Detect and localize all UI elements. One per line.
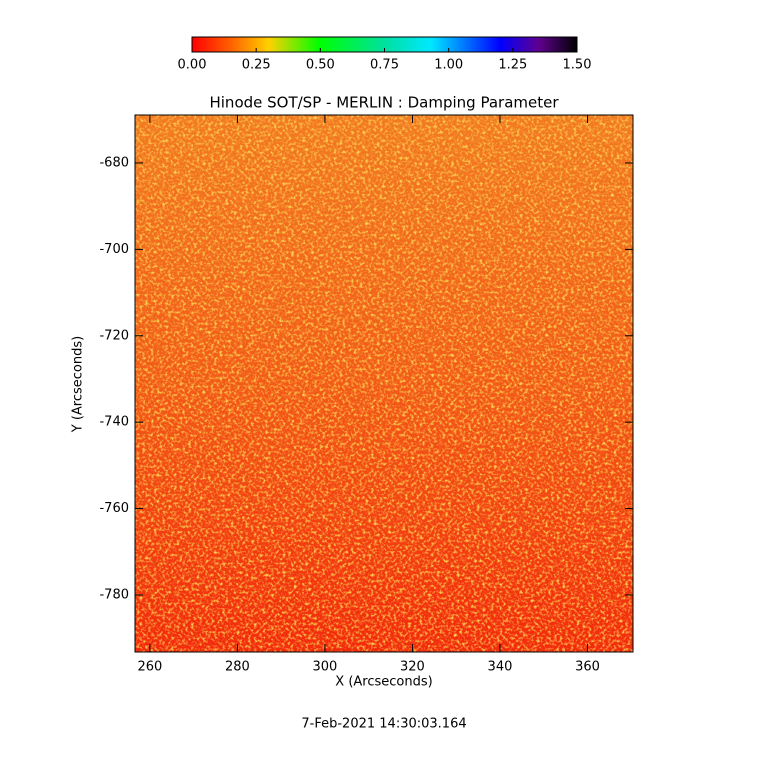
y-axis-label: Y (Arcseconds)	[71, 336, 86, 433]
plot-frame	[134, 114, 634, 653]
x-axis-label: X (Arcseconds)	[335, 675, 432, 690]
footer: 7-Feb-2021 14:30:03.164	[301, 717, 466, 732]
colorbar-tick-label: 1.25	[498, 58, 527, 73]
y-tick-label: -720	[99, 328, 129, 343]
y-tick-label: -760	[99, 501, 129, 516]
y-tick-label: -680	[99, 155, 129, 170]
image-area	[135, 115, 633, 652]
colorbar-tick-label: 1.50	[563, 58, 592, 73]
colorbar-tick-label: 0.25	[242, 58, 271, 73]
colorbar-tick-label: 0.00	[178, 58, 207, 73]
x-tick-label: 300	[313, 660, 338, 675]
chart-title: Hinode SOT/SP - MERLIN : Damping Paramet…	[209, 94, 559, 112]
x-tick-label: 280	[225, 660, 250, 675]
x-tick-label: 340	[488, 660, 513, 675]
colorbar-tick-label: 0.75	[370, 58, 399, 73]
x-tick-label: 320	[400, 660, 425, 675]
x-tick-label: 360	[575, 660, 600, 675]
x-tick-label: 260	[137, 660, 162, 675]
colorbar-tick-label: 0.50	[306, 58, 335, 73]
y-tick-label: -700	[99, 242, 129, 257]
image-texture	[135, 115, 633, 652]
y-tick-label: -740	[99, 415, 129, 430]
y-tick-label: -780	[99, 587, 129, 602]
colorbar-tick-label: 1.00	[434, 58, 463, 73]
